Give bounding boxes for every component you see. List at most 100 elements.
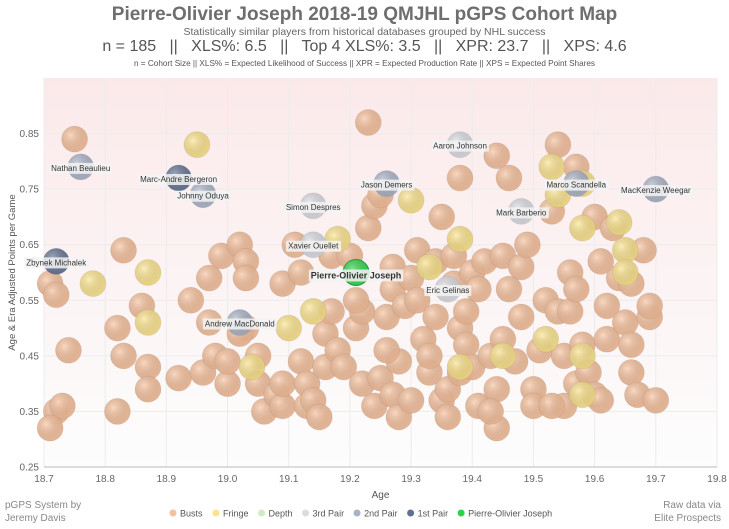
x-tick-label: 19.3 xyxy=(401,474,421,485)
legend-swatch xyxy=(169,509,177,517)
point-label: Nathan Beaulieu xyxy=(51,164,110,173)
point-busts xyxy=(330,353,358,381)
point-label: Marc-Andre Bergeron xyxy=(140,175,217,184)
point-busts xyxy=(544,131,572,159)
point-label-bg xyxy=(24,257,90,269)
point-label-bg xyxy=(175,190,232,202)
point-fringe xyxy=(446,353,474,381)
point-label: Johnny Oduya xyxy=(177,192,229,201)
point-label: Mark Barberio xyxy=(496,208,547,217)
point-busts xyxy=(61,125,89,153)
x-axis-label: Age xyxy=(372,490,390,501)
x-tick-label: 19.2 xyxy=(340,474,360,485)
y-tick-label: 0.85 xyxy=(20,129,40,140)
point-label: MacKenzie Weegar xyxy=(621,186,691,195)
point-label: Aaron Johnson xyxy=(433,142,487,151)
legend-swatch xyxy=(407,509,415,517)
y-tick-label: 0.25 xyxy=(20,463,40,474)
point-busts xyxy=(593,292,621,320)
point-fringe xyxy=(568,342,596,370)
point-busts xyxy=(483,375,511,403)
point-fringe xyxy=(605,208,633,236)
legend-swatch xyxy=(353,509,361,517)
point-busts xyxy=(195,264,223,292)
point-busts xyxy=(464,275,492,303)
point-busts xyxy=(177,286,205,314)
point-busts xyxy=(513,231,541,259)
point-label-bg xyxy=(494,207,549,219)
point-fringe xyxy=(299,297,327,325)
point-label-bg xyxy=(618,185,693,197)
legend-label: Busts xyxy=(180,509,203,519)
point-busts xyxy=(483,142,511,170)
point-busts xyxy=(214,370,242,398)
point-busts xyxy=(48,392,76,420)
legend-label: Fringe xyxy=(223,509,249,519)
point-busts xyxy=(269,370,297,398)
summary-stats: n = 185 || XLS%: 6.5 || Top 4 XLS%: 3.5 … xyxy=(102,38,627,55)
point-label-bg xyxy=(138,174,220,186)
point-busts xyxy=(538,392,566,420)
point-busts xyxy=(434,403,462,431)
x-tick-label: 19.4 xyxy=(463,474,483,485)
point-label: Pierre-Olivier Joseph xyxy=(311,271,402,281)
point-busts xyxy=(611,309,639,337)
y-tick-label: 0.55 xyxy=(20,296,40,307)
point-busts xyxy=(305,403,333,431)
point-busts xyxy=(642,386,670,414)
point-busts xyxy=(36,414,64,442)
legend-label: Pierre-Olivier Joseph xyxy=(468,509,552,519)
point-busts xyxy=(342,286,370,314)
point-fringe xyxy=(397,186,425,214)
point-busts xyxy=(232,264,260,292)
point-busts xyxy=(495,275,523,303)
point-label: Xavier Ouellet xyxy=(288,242,339,251)
x-tick-label: 19.5 xyxy=(524,474,544,485)
point-busts xyxy=(373,336,401,364)
point-busts xyxy=(42,281,70,309)
point-busts xyxy=(617,359,645,387)
point-fringe xyxy=(275,314,303,342)
point-label: Marco Scandella xyxy=(546,181,606,190)
x-tick-label: 19.6 xyxy=(585,474,605,485)
point-fringe xyxy=(134,259,162,286)
point-busts xyxy=(318,297,346,325)
point-busts xyxy=(452,297,480,325)
point-busts xyxy=(415,342,443,370)
point-busts xyxy=(587,247,615,275)
point-busts xyxy=(103,397,131,425)
legend-label: 3rd Pair xyxy=(313,509,345,519)
point-label-bg xyxy=(202,318,277,330)
point-busts xyxy=(214,347,242,375)
point-busts xyxy=(617,331,645,359)
point-busts xyxy=(446,164,474,192)
chart-subtitle: Statistically similar players from histo… xyxy=(183,26,546,38)
x-tick-label: 19.0 xyxy=(218,474,238,485)
point-label-bg xyxy=(286,240,342,252)
point-fringe xyxy=(415,253,443,281)
x-tick-label: 18.9 xyxy=(157,474,177,485)
point-fringe xyxy=(238,353,266,381)
point-busts xyxy=(110,342,138,370)
point-busts xyxy=(593,325,621,353)
point-label: Eric Gelinas xyxy=(426,286,469,295)
credit-right: Raw data via Elite Prospects xyxy=(654,499,721,525)
point-fringe xyxy=(568,214,596,242)
x-tick-label: 19.7 xyxy=(646,474,666,485)
point-busts xyxy=(477,397,505,425)
point-fringe xyxy=(446,225,474,253)
point-label-bg xyxy=(424,285,472,297)
y-tick-label: 0.75 xyxy=(20,185,40,196)
point-busts xyxy=(134,375,162,403)
point-fringe xyxy=(611,259,639,286)
point-label-bg xyxy=(358,179,415,191)
point-label: Andrew MacDonald xyxy=(205,320,275,329)
point-label-bg xyxy=(308,269,404,282)
point-busts xyxy=(428,203,456,231)
metric-definitions: n = Cohort Size || XLS% = Expected Likel… xyxy=(133,59,596,68)
point-busts xyxy=(165,364,193,392)
point-busts xyxy=(495,164,523,192)
point-label-bg xyxy=(49,162,113,174)
point-busts xyxy=(397,386,425,414)
